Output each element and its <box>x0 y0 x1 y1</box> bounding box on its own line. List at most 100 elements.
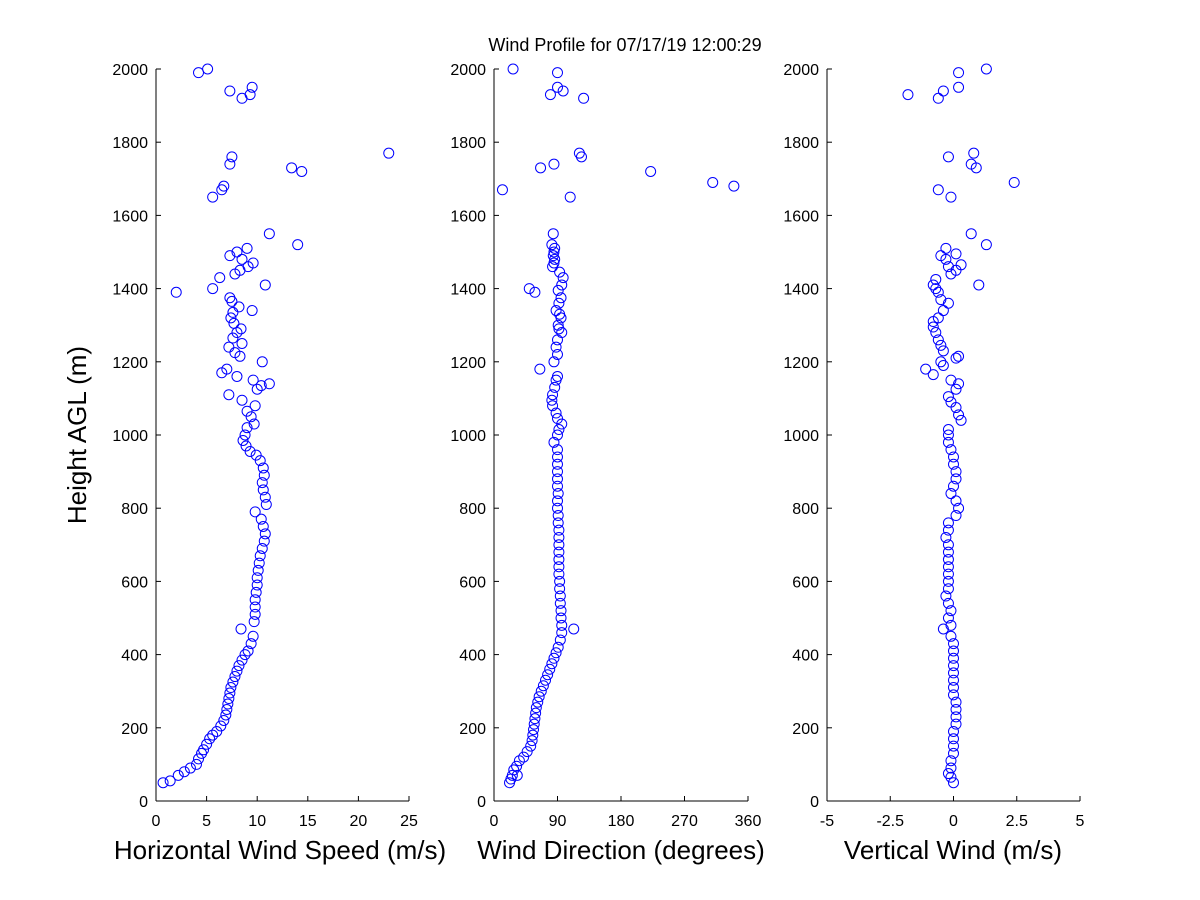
data-point-speed <box>221 363 233 375</box>
panel-horizontal-wind-speed: Horizontal Wind Speed (m/s) 020040060080… <box>112 62 446 865</box>
data-point-direction <box>552 81 563 93</box>
data-point-vertical <box>950 718 962 730</box>
data-point-vertical <box>927 279 939 291</box>
data-point-vertical <box>942 546 954 558</box>
data-point-vertical <box>950 704 962 715</box>
data-point-speed <box>233 301 245 313</box>
data-point-speed <box>227 676 239 688</box>
x-tick-label: 5 <box>202 813 211 830</box>
data-point-speed <box>224 158 236 170</box>
data-point-direction <box>553 297 565 309</box>
data-point-direction <box>552 370 563 382</box>
data-point-vertical <box>940 590 952 602</box>
data-point-direction <box>535 162 547 174</box>
data-point-direction <box>546 394 558 406</box>
x-tick-label: 90 <box>549 813 567 830</box>
data-point-speed <box>201 738 213 750</box>
x-tick-label: 180 <box>608 813 635 830</box>
data-point-direction <box>511 760 523 772</box>
panel-vertical-wind: Vertical Wind (m/s) 0 200 400 600 800 1000 120… <box>783 62 1084 865</box>
data-point-speed <box>241 405 253 417</box>
data-point-vertical <box>942 575 954 587</box>
y-tick-label: 1800 <box>112 135 148 152</box>
data-point-direction <box>557 85 569 97</box>
data-point-direction <box>568 623 580 635</box>
y-tick-label: 1600 <box>450 208 486 225</box>
data-point-speed <box>296 165 308 177</box>
data-point-vertical <box>948 667 959 679</box>
data-point-direction <box>552 319 564 331</box>
data-point-direction <box>548 436 560 448</box>
data-point-vertical <box>945 444 957 456</box>
data-point-speed <box>263 378 275 390</box>
data-point-speed <box>214 272 226 284</box>
x-tick-label: 15 <box>299 813 317 830</box>
data-point-direction <box>556 418 568 430</box>
data-point-vertical <box>920 363 932 375</box>
y-tick-label: 1200 <box>112 355 148 372</box>
data-point-speed <box>241 242 253 254</box>
data-point-speed <box>263 228 275 240</box>
data-point-vertical <box>950 495 962 507</box>
y-tick-label: 1400 <box>783 282 819 299</box>
data-point-speed <box>251 579 263 591</box>
data-point-speed <box>251 383 263 395</box>
data-point-vertical <box>932 334 944 346</box>
data-point-vertical <box>945 191 957 203</box>
data-point-direction <box>534 363 546 375</box>
data-point-speed <box>250 449 262 461</box>
data-point-direction <box>557 272 569 284</box>
data-point-direction <box>552 641 564 653</box>
data-point-speed <box>227 332 239 344</box>
data-point-speed <box>244 445 256 457</box>
data-point-direction <box>552 348 563 360</box>
data-point-vertical <box>965 158 977 170</box>
data-point-speed <box>231 665 243 677</box>
data-point-vertical <box>945 396 957 408</box>
data-point-vertical <box>948 660 959 672</box>
data-point-vertical <box>927 369 939 381</box>
y-tick-label: 0 <box>139 794 148 811</box>
data-point-speed <box>244 89 256 101</box>
data-point-direction <box>518 751 530 763</box>
data-point-vertical <box>965 228 977 240</box>
panel-wind-direction: Wind Direction (degrees) 0 200 400 600 800 10… <box>450 62 764 865</box>
data-point-direction <box>555 612 567 624</box>
data-point-direction <box>552 510 564 522</box>
data-point-direction <box>553 539 565 551</box>
data-point-vertical <box>942 539 954 551</box>
data-point-vertical <box>968 147 980 159</box>
data-point-vertical <box>942 524 954 536</box>
data-point-speed <box>246 305 258 317</box>
y-tick-label: 800 <box>792 501 819 518</box>
y-tick-label: 200 <box>792 721 819 738</box>
data-point-direction <box>550 341 562 353</box>
data-point-speed <box>236 338 248 349</box>
data-point-direction <box>521 746 533 758</box>
data-point-direction <box>554 266 566 278</box>
data-point-speed <box>178 766 190 778</box>
data-point-speed <box>221 704 233 715</box>
data-point-vertical <box>948 747 959 759</box>
data-point-direction <box>552 473 563 485</box>
data-point-speed <box>224 292 236 304</box>
data-point-direction <box>547 400 559 412</box>
data-point-vertical <box>942 553 954 565</box>
data-point-speed <box>223 693 235 705</box>
data-point-vertical <box>948 740 959 752</box>
x-axis-label-horizontal-wind-speed: Horizontal Wind Speed (m/s) <box>114 835 446 865</box>
data-point-speed <box>236 654 248 666</box>
data-point-speed <box>231 370 243 382</box>
data-point-direction <box>554 597 566 609</box>
data-point-direction <box>549 381 561 393</box>
data-point-speed <box>229 671 241 683</box>
data-point-speed <box>211 725 223 737</box>
data-point-speed <box>253 557 265 569</box>
data-point-vertical <box>942 261 954 273</box>
data-point-speed <box>383 147 395 159</box>
data-point-vertical <box>935 356 947 368</box>
y-tick-label: 200 <box>121 721 148 738</box>
data-point-speed <box>254 455 266 467</box>
data-point-direction <box>529 286 541 298</box>
data-point-speed <box>239 649 251 661</box>
